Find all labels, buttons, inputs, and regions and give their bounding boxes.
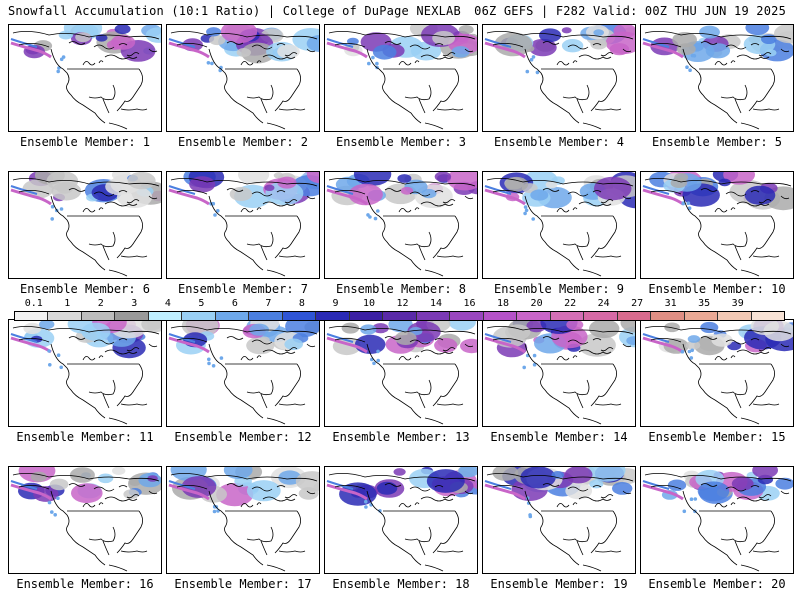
color-scale-bin: [617, 312, 652, 320]
color-scale-bin: [215, 312, 250, 320]
ensemble-member-label: Ensemble Member: 9: [493, 282, 625, 296]
ensemble-member-label: Ensemble Member: 10: [648, 282, 786, 296]
ensemble-member-label: Ensemble Member: 18: [332, 577, 470, 591]
color-scale-bin: [483, 312, 518, 320]
color-scale-tick-label: 12: [396, 298, 409, 309]
ensemble-member-map: [166, 171, 320, 279]
ensemble-member-label: Ensemble Member: 2: [177, 135, 309, 149]
color-scale-tick-label: 39: [731, 298, 744, 309]
color-scale-tick-label: 22: [564, 298, 577, 309]
color-scale-tick-label: 16: [463, 298, 476, 309]
color-scale-bin: [416, 312, 451, 320]
ensemble-member-label: Ensemble Member: 4: [493, 135, 625, 149]
color-scale-bin: [684, 312, 719, 320]
ensemble-member-map: [640, 466, 794, 574]
ensemble-member-label: Ensemble Member: 13: [332, 430, 470, 444]
ensemble-member-map: [166, 466, 320, 574]
color-scale-bin: [115, 312, 149, 320]
color-scale-bin: [48, 312, 82, 320]
color-scale-tick-label: 10: [362, 298, 375, 309]
ensemble-member-label: Ensemble Member: 17: [174, 577, 312, 591]
color-scale-tick-label: 14: [429, 298, 443, 309]
ensemble-member-map: [482, 319, 636, 427]
color-scale-tick-label: 27: [631, 298, 644, 309]
ensemble-member-map: [8, 24, 162, 132]
ensemble-member-map: [324, 171, 478, 279]
ensemble-member-map: [640, 319, 794, 427]
ensemble-member-map: [166, 24, 320, 132]
ensemble-member-label: Ensemble Member: 16: [16, 577, 154, 591]
color-scale-tick-label: 9: [332, 298, 339, 309]
ensemble-member-label: Ensemble Member: 19: [490, 577, 628, 591]
color-scale-tick-label: 18: [497, 298, 510, 309]
ensemble-member-label: Ensemble Member: 1: [19, 135, 151, 149]
ensemble-member-label: Ensemble Member: 15: [648, 430, 786, 444]
color-scale-bin: [182, 312, 216, 320]
ensemble-member-map: [166, 319, 320, 427]
color-scale-tick-label: 2: [97, 298, 104, 309]
ensemble-member-label: Ensemble Member: 11: [16, 430, 154, 444]
ensemble-member-label: Ensemble Member: 14: [490, 430, 628, 444]
color-scale-tick-label: 8: [298, 298, 305, 309]
color-scale-tick-label: 31: [664, 298, 677, 309]
color-scale-tick-label: 3: [131, 298, 138, 309]
ensemble-member-map: [8, 466, 162, 574]
color-scale-tick-label: 7: [265, 298, 272, 309]
color-scale-bin: [148, 312, 183, 320]
color-scale-tick-label: 35: [698, 298, 711, 309]
color-scale-bin: [450, 312, 484, 320]
ensemble-member-map: [640, 24, 794, 132]
ensemble-member-map: [324, 24, 478, 132]
color-scale-bin: [718, 312, 752, 320]
color-scale-bin: [550, 312, 585, 320]
ensemble-member-map: [8, 171, 162, 279]
color-scale-bin: [383, 312, 417, 320]
ensemble-member-map: [324, 466, 478, 574]
ensemble-member-label: Ensemble Member: 6: [19, 282, 151, 296]
map-title: Snowfall Accumulation (10:1 Ratio) | Col…: [8, 4, 461, 18]
color-scale-tick-label: 6: [231, 298, 238, 309]
color-scale-bin: [249, 312, 283, 320]
ensemble-member-map: [482, 24, 636, 132]
color-scale-tick-label: 24: [597, 298, 610, 309]
color-scale-bin: [584, 312, 618, 320]
ensemble-member-label: Ensemble Member: 7: [177, 282, 309, 296]
ensemble-member-map: [640, 171, 794, 279]
ensemble-member-label: Ensemble Member: 12: [174, 430, 312, 444]
ensemble-member-map: [482, 466, 636, 574]
snowfall-color-scale: [14, 311, 785, 321]
color-scale-bin: [517, 312, 551, 320]
ensemble-member-map: [482, 171, 636, 279]
color-scale-tick-label: 20: [530, 298, 543, 309]
ensemble-member-label: Ensemble Member: 3: [335, 135, 467, 149]
color-scale-tick-label: 4: [164, 298, 171, 309]
ensemble-member-label: Ensemble Member: 20: [648, 577, 786, 591]
color-scale-bin: [751, 312, 785, 320]
run-info: 06Z GEFS | F282 Valid: 00Z THU JUN 19 20…: [474, 4, 786, 18]
color-scale-bin: [349, 312, 384, 320]
ensemble-member-map: [8, 319, 162, 427]
color-scale-tick-label: 0.1: [24, 298, 43, 309]
color-scale-bin: [15, 312, 49, 320]
ensemble-member-label: Ensemble Member: 8: [335, 282, 467, 296]
color-scale-bin: [282, 312, 317, 320]
color-scale-bin: [316, 312, 350, 320]
ensemble-member-label: Ensemble Member: 5: [651, 135, 783, 149]
ensemble-member-map: [324, 319, 478, 427]
color-scale-bin: [81, 312, 116, 320]
color-scale-tick-label: 5: [198, 298, 205, 309]
color-scale-tick-label: 1: [64, 298, 71, 309]
color-scale-bin: [651, 312, 685, 320]
